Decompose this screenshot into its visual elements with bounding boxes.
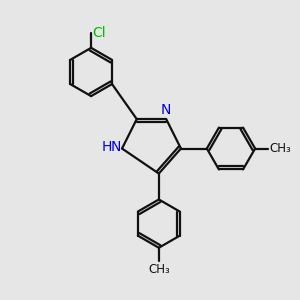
Text: CH₃: CH₃ (270, 142, 292, 155)
Text: N: N (161, 103, 171, 117)
Text: N: N (110, 140, 121, 154)
Text: CH₃: CH₃ (148, 263, 170, 276)
Text: Cl: Cl (93, 26, 106, 40)
Text: H: H (102, 140, 112, 154)
